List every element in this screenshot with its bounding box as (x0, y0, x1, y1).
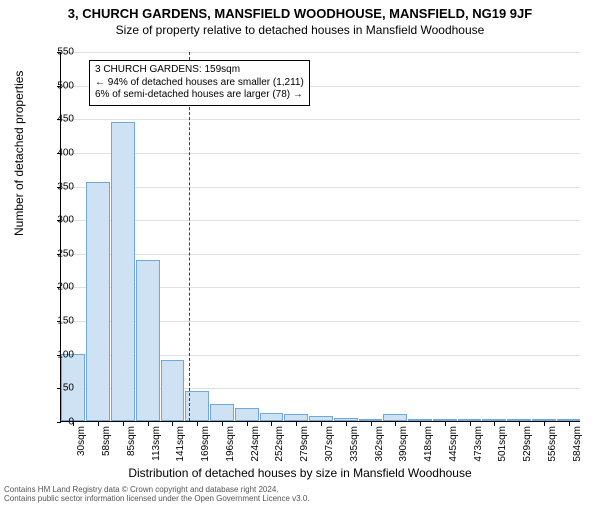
xtick-mark (470, 422, 471, 426)
ytick-label: 400 (44, 147, 74, 158)
xtick-mark (494, 422, 495, 426)
xtick-mark (197, 422, 198, 426)
xtick-mark (271, 422, 272, 426)
gridline (61, 52, 580, 53)
ytick-label: 450 (44, 114, 74, 125)
xtick-label: 445sqm (448, 426, 459, 462)
xtick-label: 196sqm (225, 426, 236, 462)
xtick-label: 501sqm (497, 426, 508, 462)
xtick-label: 113sqm (151, 426, 162, 461)
gridline (61, 220, 580, 221)
xtick-mark (222, 422, 223, 426)
histogram-bar (433, 419, 457, 421)
histogram-bar (458, 419, 482, 421)
histogram-bar (111, 122, 135, 421)
ytick-label: 350 (44, 181, 74, 192)
xtick-label: 473sqm (473, 426, 484, 462)
xtick-mark (544, 422, 545, 426)
reference-line (189, 52, 190, 421)
xtick-label: 362sqm (374, 426, 385, 462)
xtick-label: 169sqm (200, 426, 211, 462)
xtick-label: 390sqm (398, 426, 409, 462)
chart-title: 3, CHURCH GARDENS, MANSFIELD WOODHOUSE, … (0, 6, 600, 21)
xtick-mark (296, 422, 297, 426)
gridline (61, 254, 580, 255)
histogram-bar (136, 260, 160, 421)
histogram-bar (210, 404, 234, 421)
ytick-label: 500 (44, 80, 74, 91)
xtick-mark (445, 422, 446, 426)
histogram-bar (260, 413, 284, 421)
ytick-label: 550 (44, 47, 74, 58)
xtick-label: 418sqm (423, 426, 434, 462)
histogram-bar (482, 419, 506, 421)
xtick-mark (371, 422, 372, 426)
ytick-label: 300 (44, 215, 74, 226)
xtick-label: 58sqm (101, 426, 112, 456)
xtick-mark (321, 422, 322, 426)
xtick-mark (395, 422, 396, 426)
chart-area: 30sqm58sqm85sqm113sqm141sqm169sqm196sqm2… (60, 52, 580, 422)
x-axis-label: Distribution of detached houses by size … (0, 466, 600, 480)
plot-area: 30sqm58sqm85sqm113sqm141sqm169sqm196sqm2… (60, 52, 580, 422)
ytick-label: 100 (44, 349, 74, 360)
ytick-label: 0 (44, 417, 74, 428)
xtick-mark (98, 422, 99, 426)
histogram-bar (309, 416, 333, 421)
footer-attribution: Contains HM Land Registry data © Crown c… (4, 486, 310, 504)
histogram-bar (408, 419, 432, 421)
histogram-bar (284, 414, 308, 421)
xtick-mark (148, 422, 149, 426)
xtick-label: 529sqm (522, 426, 533, 462)
histogram-bar (86, 182, 110, 421)
xtick-label: 85sqm (126, 426, 137, 456)
xtick-label: 141sqm (175, 426, 186, 462)
xtick-label: 224sqm (250, 426, 261, 462)
xtick-label: 335sqm (349, 426, 360, 462)
xtick-mark (172, 422, 173, 426)
histogram-bar (383, 414, 407, 421)
histogram-bar (334, 418, 358, 421)
ytick-label: 50 (44, 383, 74, 394)
ytick-label: 200 (44, 282, 74, 293)
histogram-bar (557, 419, 581, 421)
xtick-mark (123, 422, 124, 426)
annotation-line-2: ← 94% of detached houses are smaller (1,… (95, 77, 304, 90)
xtick-mark (420, 422, 421, 426)
xtick-mark (346, 422, 347, 426)
ytick-label: 150 (44, 316, 74, 327)
gridline (61, 187, 580, 188)
annotation-line-3: 6% of semi-detached houses are larger (7… (95, 89, 304, 102)
histogram-bar (161, 360, 185, 421)
gridline (61, 153, 580, 154)
xtick-label: 307sqm (324, 426, 335, 462)
xtick-mark (247, 422, 248, 426)
annotation-line-1: 3 CHURCH GARDENS: 159sqm (95, 64, 304, 77)
y-axis-label: Number of detached properties (12, 71, 26, 236)
annotation-box: 3 CHURCH GARDENS: 159sqm← 94% of detache… (89, 60, 310, 106)
xtick-label: 584sqm (572, 426, 583, 462)
xtick-mark (519, 422, 520, 426)
xtick-label: 279sqm (299, 426, 310, 462)
histogram-bar (235, 408, 259, 421)
histogram-bar (532, 419, 556, 421)
ytick-label: 250 (44, 248, 74, 259)
chart-subtitle: Size of property relative to detached ho… (0, 23, 600, 37)
xtick-label: 252sqm (274, 426, 285, 462)
xtick-label: 556sqm (547, 426, 558, 462)
gridline (61, 119, 580, 120)
histogram-bar (359, 419, 383, 421)
histogram-bar (507, 419, 531, 421)
xtick-mark (569, 422, 570, 426)
xtick-label: 30sqm (76, 426, 87, 456)
